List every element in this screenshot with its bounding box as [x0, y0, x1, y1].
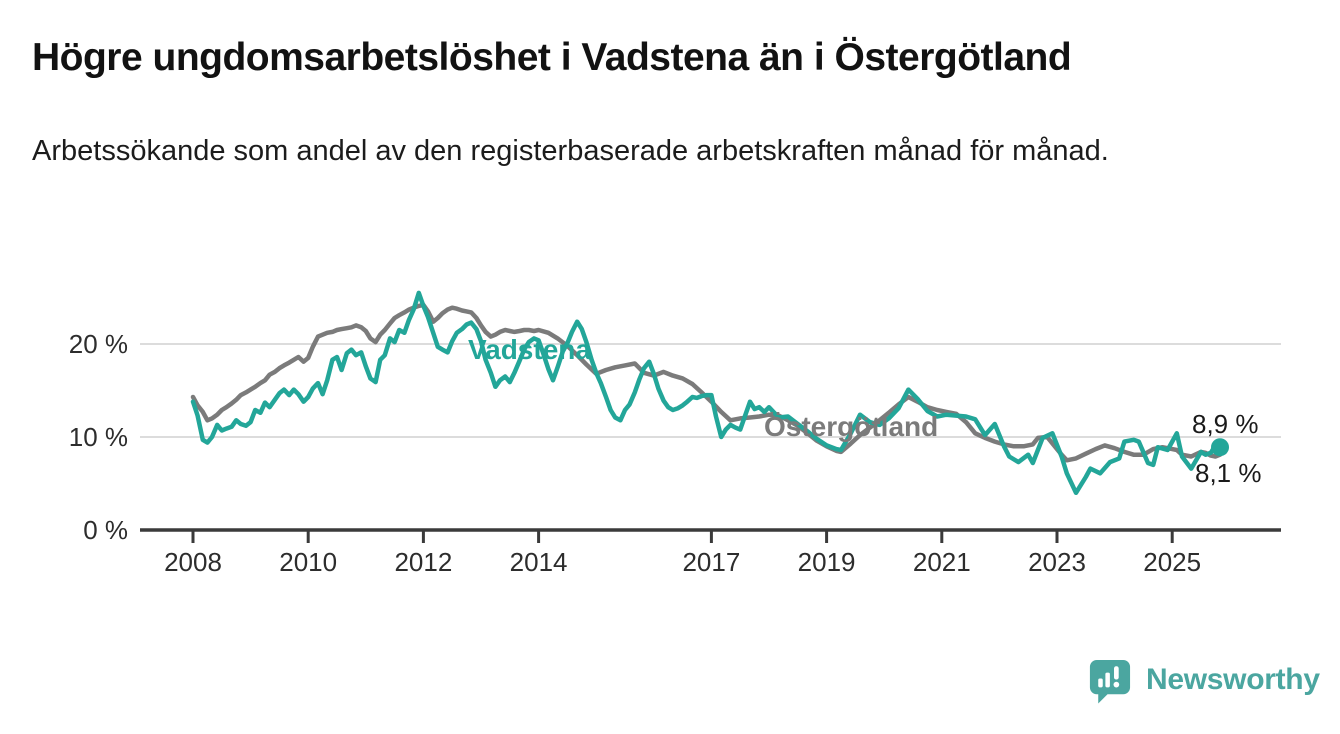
x-tick-label: 2012	[394, 547, 453, 577]
x-tick-label: 2025	[1143, 547, 1202, 577]
end-value-vadstena: 8,9 %	[1192, 409, 1259, 439]
x-tick-label: 2010	[279, 547, 338, 577]
x-tick-label: 2014	[509, 547, 568, 577]
end-value-ostergotland: 8,1 %	[1195, 458, 1262, 488]
chart-subtitle: Arbetssökande som andel av den registerb…	[32, 135, 1109, 167]
y-tick-label: 0 %	[83, 515, 128, 545]
newsworthy-logo-icon	[1089, 659, 1131, 704]
series-line-östergötland	[190, 302, 1223, 463]
x-tick-label: 2021	[912, 547, 971, 577]
x-tick-label: 2017	[682, 547, 741, 577]
series-label-vadstena: Vadstena	[468, 334, 591, 365]
x-tick-label: 2019	[797, 547, 856, 577]
series-end-dot-vadstena	[1211, 438, 1230, 457]
x-tick-label: 2023	[1028, 547, 1086, 577]
series-label-ostergotland: Östergötland	[764, 411, 939, 442]
series-line-vadstena	[190, 290, 1223, 496]
x-tick-label: 2008	[164, 547, 222, 577]
newsworthy-logo-text: Newsworthy	[1146, 663, 1320, 696]
y-tick-label: 20 %	[68, 329, 128, 359]
y-tick-label: 10 %	[68, 422, 128, 452]
newsworthy-logo: Newsworthy	[1086, 655, 1320, 705]
page-title: Högre ungdomsarbetslöshet i Vadstena än …	[32, 36, 1072, 79]
